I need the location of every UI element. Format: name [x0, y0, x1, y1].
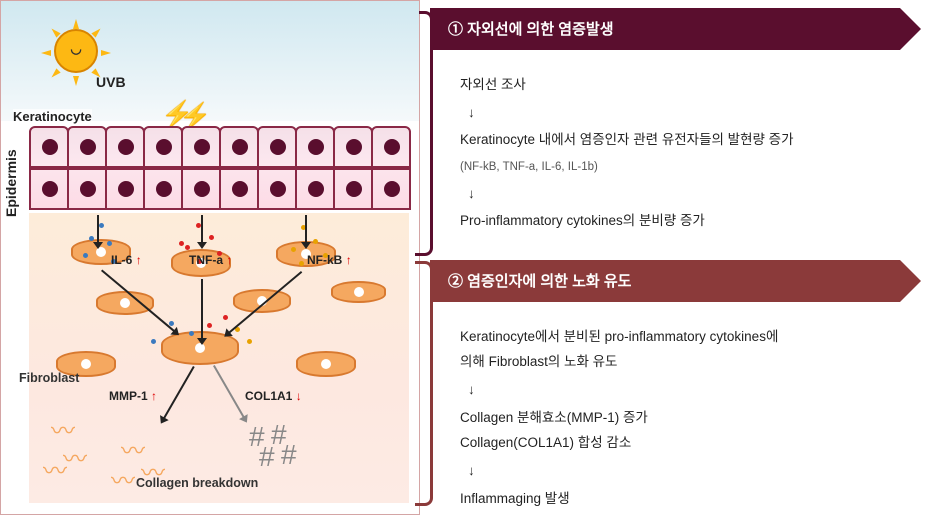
- keratinocyte-cell: [143, 168, 183, 210]
- keratinocyte-cell: [67, 126, 107, 168]
- fibroblast-cell: [331, 281, 386, 303]
- banner-2: ② 염증인자에 의한 노화 유도: [430, 260, 900, 302]
- keratinocyte-cell: [257, 126, 297, 168]
- cytokine-dot: [189, 331, 194, 336]
- keratinocyte-cell: [181, 168, 221, 210]
- down-arrow-icon: ↓: [468, 181, 910, 207]
- fibroblast-cell: [296, 351, 356, 377]
- text-block-2: Keratinocyte에서 분비된 pro-inflammatory cyto…: [430, 302, 930, 519]
- cytokine-dot: [151, 339, 156, 344]
- keratinocyte-cell: [333, 126, 373, 168]
- mmp1-label: MMP-1 ↑: [109, 389, 157, 403]
- cytokine-dot: [83, 253, 88, 258]
- cytokine-dot: [299, 261, 304, 266]
- epidermis-label: Epidermis: [3, 149, 19, 217]
- collagen-fragment: 〰: [111, 461, 151, 491]
- cytokine-dot: [89, 236, 94, 241]
- keratinocyte-cell: [105, 168, 145, 210]
- keratinocyte-row: [29, 168, 409, 210]
- sun-face: ◡: [46, 41, 106, 57]
- sun-icon: ◡: [46, 21, 106, 81]
- keratinocyte-cell: [257, 168, 297, 210]
- keratinocyte-cell: [143, 126, 183, 168]
- explanation-panel: ① 자외선에 의한 염증발생 자외선 조사 ↓ Keratinocyte 내에서…: [420, 0, 930, 515]
- arrow: [201, 279, 203, 339]
- cytokine-dot: [247, 339, 252, 344]
- keratinocyte-cell: [67, 168, 107, 210]
- b2-line3: Collagen(COL1A1) 합성 감소: [460, 435, 631, 450]
- sun-ray: [73, 19, 79, 29]
- arrow: [97, 215, 99, 243]
- cytokine-dot: [313, 239, 318, 244]
- keratinocyte-row: [29, 126, 409, 168]
- fibroblast-label: Fibroblast: [19, 371, 79, 385]
- keratinocyte-cell: [295, 126, 335, 168]
- b2-line1a: Keratinocyte에서 분비된 pro-inflammatory cyto…: [460, 329, 778, 344]
- keratinocyte-label: Keratinocyte: [13, 109, 92, 124]
- arrow: [305, 215, 307, 243]
- down-arrow-icon: ↓: [468, 377, 910, 403]
- cytokine-dot: [179, 241, 184, 246]
- keratinocyte-cell: [219, 126, 259, 168]
- keratinocyte-cell: [371, 168, 411, 210]
- keratinocyte-cell: [29, 168, 69, 210]
- down-arrow-icon: ↓: [468, 100, 910, 126]
- cytokine-dot: [207, 323, 212, 328]
- cytokine-dot: [99, 223, 104, 228]
- collagen-fragment: 〰: [43, 451, 83, 481]
- collagen-crosslink: #: [281, 439, 297, 471]
- banner-1: ① 자외선에 의한 염증발생: [430, 8, 900, 50]
- text-block-1: 자외선 조사 ↓ Keratinocyte 내에서 염증인자 관련 유전자들의 …: [430, 50, 930, 242]
- b2-line2: Collagen 분해효소(MMP-1) 증가: [460, 410, 648, 425]
- uvb-label: UVB: [96, 74, 126, 90]
- sun-ray: [73, 76, 79, 86]
- keratinocyte-cell: [105, 126, 145, 168]
- keratinocyte-cell: [29, 126, 69, 168]
- tnfa-label: TNF-a ↑: [189, 253, 232, 267]
- sun-ray: [91, 26, 102, 37]
- keratinocyte-cell: [219, 168, 259, 210]
- b1-line2: Keratinocyte 내에서 염증인자 관련 유전자들의 발현량 증가: [460, 132, 794, 147]
- b2-line4: Inflammaging 발생: [460, 491, 570, 506]
- arrow: [201, 215, 203, 243]
- cytokine-dot: [223, 315, 228, 320]
- cytokine-dot: [107, 241, 112, 246]
- keratinocyte-layer: [29, 126, 409, 216]
- skin-diagram: ◡ UVB ⚡ ⚡ Keratinocyte Epidermis IL-6 ↑ …: [0, 0, 420, 515]
- keratinocyte-cell: [333, 168, 373, 210]
- down-arrow-icon: ↓: [468, 458, 910, 484]
- il6-label: IL-6 ↑: [111, 253, 142, 267]
- keratinocyte-cell: [371, 126, 411, 168]
- b1-line2-sub: (NF-kB, TNF-a, IL-6, IL-1b): [460, 161, 598, 173]
- keratinocyte-cell: [295, 168, 335, 210]
- cytokine-dot: [291, 247, 296, 252]
- b1-line3: Pro-inflammatory cytokines의 분비량 증가: [460, 213, 705, 228]
- cytokine-dot: [185, 245, 190, 250]
- nfkb-label: NF-kB ↑: [307, 253, 352, 267]
- fibroblast-cell: [233, 289, 291, 313]
- keratinocyte-cell: [181, 126, 221, 168]
- sun-ray: [49, 68, 60, 79]
- b1-line1: 자외선 조사: [460, 77, 526, 92]
- b2-line1b: 의해 Fibroblast의 노화 유도: [460, 354, 617, 369]
- collagen-crosslink: #: [259, 441, 275, 473]
- cytokine-dot: [209, 235, 214, 240]
- fibroblast-cell: [96, 291, 154, 315]
- col1a1-label: COL1A1 ↓: [245, 389, 302, 403]
- collagen-fragment: 〰: [51, 411, 91, 441]
